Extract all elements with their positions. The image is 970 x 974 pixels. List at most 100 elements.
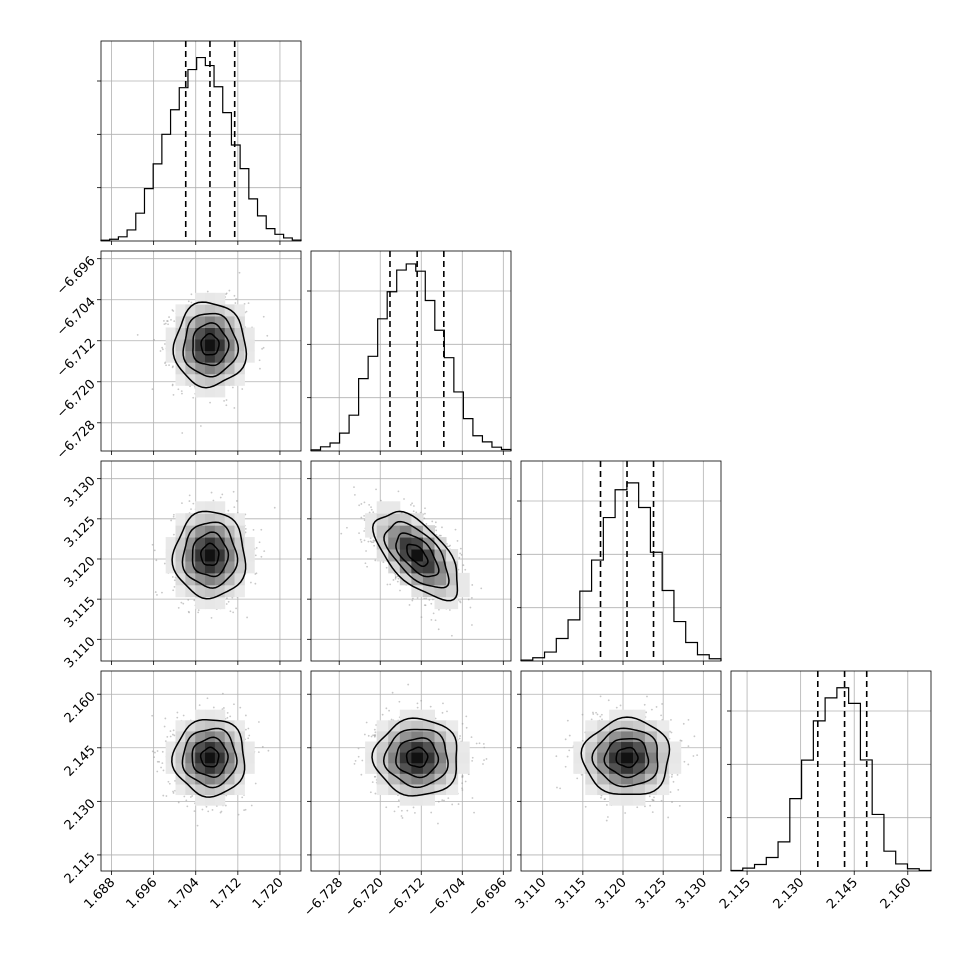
density-cell bbox=[176, 374, 186, 386]
scatter-point bbox=[268, 750, 270, 752]
scatter-point bbox=[223, 400, 225, 402]
scatter-point bbox=[460, 548, 462, 550]
scatter-point bbox=[167, 320, 169, 322]
scatter-point bbox=[464, 569, 466, 571]
scatter-point bbox=[172, 310, 174, 312]
scatter-point bbox=[395, 578, 397, 580]
density-cell bbox=[215, 339, 225, 351]
panel-content bbox=[152, 491, 276, 619]
y-tick-label: −6.712 bbox=[54, 336, 99, 381]
y-tick-label: −6.720 bbox=[54, 377, 99, 422]
density-cell bbox=[205, 316, 215, 328]
density-cell bbox=[435, 537, 447, 549]
scatter-point bbox=[186, 805, 188, 807]
scatter-point bbox=[346, 527, 348, 529]
scatter-point bbox=[155, 591, 157, 593]
scatter-point bbox=[260, 529, 262, 531]
scatter-point bbox=[395, 574, 397, 576]
histogram-panel-p2 bbox=[517, 461, 721, 665]
scatter-point bbox=[172, 385, 174, 387]
scatter-point bbox=[161, 592, 163, 594]
scatter-point bbox=[191, 293, 193, 295]
scatter-point bbox=[161, 347, 163, 349]
scatter-point bbox=[180, 602, 182, 604]
scatter-point bbox=[263, 316, 265, 318]
scatter-point bbox=[168, 364, 170, 366]
scatter-point bbox=[181, 393, 183, 395]
scatter-point bbox=[262, 746, 264, 748]
scatter-point bbox=[221, 494, 223, 496]
scatter-point bbox=[212, 809, 214, 811]
scatter-point bbox=[387, 584, 389, 586]
scatter-point bbox=[374, 560, 376, 562]
scatter-point bbox=[188, 300, 190, 302]
scatter-point bbox=[360, 539, 362, 541]
scatter-point bbox=[213, 500, 215, 502]
density-cell bbox=[423, 573, 435, 585]
scatter-point bbox=[172, 576, 174, 578]
scatter-point bbox=[260, 556, 262, 558]
scatter-point bbox=[426, 523, 428, 525]
scatter-point bbox=[188, 611, 190, 613]
density-cell bbox=[185, 339, 195, 351]
density-cell bbox=[446, 597, 458, 609]
scatter-point bbox=[435, 521, 437, 523]
scatter-point bbox=[412, 598, 414, 600]
scatter-point bbox=[375, 488, 377, 490]
scatter-point bbox=[369, 512, 371, 514]
scatter-point bbox=[471, 597, 473, 599]
histogram-step-p2 bbox=[521, 483, 721, 661]
scatter-point bbox=[411, 502, 413, 504]
density-cell bbox=[205, 561, 215, 573]
scatter-point bbox=[459, 600, 461, 602]
density-cell bbox=[176, 513, 186, 525]
scatter-point bbox=[198, 609, 200, 611]
scatter-point bbox=[156, 771, 158, 773]
density-cell bbox=[400, 537, 412, 549]
scatter-point bbox=[163, 770, 165, 772]
scatter-point bbox=[424, 513, 426, 515]
scatter-point bbox=[367, 541, 369, 543]
scatter-point bbox=[235, 298, 237, 300]
scatter-point bbox=[373, 545, 375, 547]
scatter-point bbox=[178, 607, 180, 609]
density-cell bbox=[215, 293, 225, 305]
scatter-point bbox=[227, 712, 229, 714]
density-cell bbox=[205, 525, 215, 537]
scatter-point bbox=[399, 590, 401, 592]
scatter-point bbox=[162, 751, 164, 753]
scatter-point bbox=[449, 609, 451, 611]
y-tick-label: −6.728 bbox=[54, 418, 99, 463]
panel-frame bbox=[311, 251, 511, 451]
x-tick-label: 2.160 bbox=[878, 875, 915, 912]
x-tick-label: 2.115 bbox=[717, 875, 754, 912]
scatter-point bbox=[358, 504, 360, 506]
scatter-point bbox=[185, 799, 187, 801]
scatter-point bbox=[243, 809, 245, 811]
scatter-point bbox=[438, 628, 440, 630]
scatter-point bbox=[202, 809, 204, 811]
scatter-point bbox=[354, 494, 356, 496]
scatter-point bbox=[239, 272, 241, 274]
scatter-point bbox=[266, 335, 268, 337]
scatter-point bbox=[274, 507, 276, 509]
scatter-point bbox=[255, 555, 257, 557]
density-cell bbox=[458, 573, 470, 585]
scatter-point bbox=[403, 498, 405, 500]
scatter-point bbox=[226, 292, 228, 294]
scatter-point bbox=[398, 578, 400, 580]
scatter-point bbox=[393, 579, 395, 581]
scatter-point bbox=[154, 549, 156, 551]
y-tick-label: 3.125 bbox=[62, 514, 99, 551]
scatter-point bbox=[170, 319, 172, 321]
scatter-point bbox=[155, 559, 157, 561]
density-cell bbox=[185, 549, 195, 561]
density-cell bbox=[400, 549, 412, 561]
scatter-point bbox=[410, 504, 412, 506]
scatter-point bbox=[259, 359, 261, 361]
scatter-point bbox=[174, 586, 176, 588]
scatter-point bbox=[170, 520, 172, 522]
